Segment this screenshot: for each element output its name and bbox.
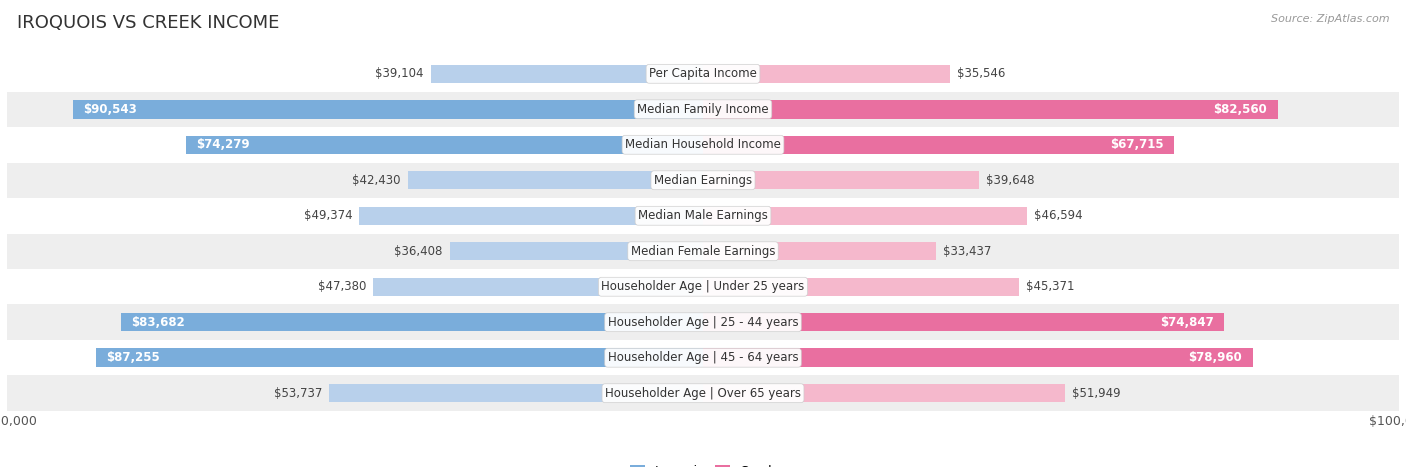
Bar xyxy=(703,64,950,83)
Bar xyxy=(7,92,1399,127)
Text: $53,737: $53,737 xyxy=(274,387,322,400)
Text: $51,949: $51,949 xyxy=(1071,387,1121,400)
Text: Median Female Earnings: Median Female Earnings xyxy=(631,245,775,258)
Bar xyxy=(703,313,1223,332)
Text: Householder Age | 45 - 64 years: Householder Age | 45 - 64 years xyxy=(607,351,799,364)
Bar xyxy=(7,56,1399,92)
Bar xyxy=(73,100,703,119)
Text: $33,437: $33,437 xyxy=(942,245,991,258)
Text: Median Earnings: Median Earnings xyxy=(654,174,752,187)
Text: $82,560: $82,560 xyxy=(1213,103,1267,116)
Bar xyxy=(703,100,1278,119)
Text: $49,374: $49,374 xyxy=(304,209,353,222)
Bar xyxy=(430,64,703,83)
Bar xyxy=(703,206,1028,225)
Text: $47,380: $47,380 xyxy=(318,280,367,293)
Text: Median Male Earnings: Median Male Earnings xyxy=(638,209,768,222)
Bar xyxy=(7,234,1399,269)
Text: $90,543: $90,543 xyxy=(83,103,136,116)
Text: $74,847: $74,847 xyxy=(1160,316,1213,329)
Bar xyxy=(360,206,703,225)
Text: $42,430: $42,430 xyxy=(353,174,401,187)
Bar xyxy=(7,163,1399,198)
Text: $46,594: $46,594 xyxy=(1035,209,1083,222)
Text: Median Household Income: Median Household Income xyxy=(626,138,780,151)
Text: Householder Age | 25 - 44 years: Householder Age | 25 - 44 years xyxy=(607,316,799,329)
Text: Householder Age | Under 25 years: Householder Age | Under 25 years xyxy=(602,280,804,293)
Bar xyxy=(7,269,1399,304)
Text: Median Family Income: Median Family Income xyxy=(637,103,769,116)
Bar xyxy=(7,198,1399,234)
Text: $74,279: $74,279 xyxy=(197,138,250,151)
Bar xyxy=(7,375,1399,411)
Bar xyxy=(96,348,703,367)
Text: IROQUOIS VS CREEK INCOME: IROQUOIS VS CREEK INCOME xyxy=(17,14,280,32)
Text: $36,408: $36,408 xyxy=(394,245,443,258)
Bar xyxy=(408,171,703,190)
Legend: Iroquois, Creek: Iroquois, Creek xyxy=(626,460,780,467)
Text: Householder Age | Over 65 years: Householder Age | Over 65 years xyxy=(605,387,801,400)
Text: $83,682: $83,682 xyxy=(131,316,184,329)
Bar xyxy=(329,384,703,403)
Bar xyxy=(703,384,1064,403)
Bar xyxy=(7,304,1399,340)
Text: $39,648: $39,648 xyxy=(986,174,1035,187)
Bar xyxy=(7,127,1399,163)
Bar xyxy=(450,242,703,261)
Bar xyxy=(186,135,703,154)
Text: $39,104: $39,104 xyxy=(375,67,423,80)
Bar xyxy=(121,313,703,332)
Text: $35,546: $35,546 xyxy=(957,67,1005,80)
Text: $78,960: $78,960 xyxy=(1188,351,1241,364)
Bar xyxy=(703,242,936,261)
Text: Source: ZipAtlas.com: Source: ZipAtlas.com xyxy=(1271,14,1389,24)
Bar xyxy=(373,277,703,296)
Bar xyxy=(703,348,1253,367)
Text: $87,255: $87,255 xyxy=(107,351,160,364)
Text: $67,715: $67,715 xyxy=(1111,138,1164,151)
Text: $45,371: $45,371 xyxy=(1026,280,1074,293)
Bar xyxy=(7,340,1399,375)
Bar xyxy=(703,277,1019,296)
Bar xyxy=(703,135,1174,154)
Text: Per Capita Income: Per Capita Income xyxy=(650,67,756,80)
Bar xyxy=(703,171,979,190)
